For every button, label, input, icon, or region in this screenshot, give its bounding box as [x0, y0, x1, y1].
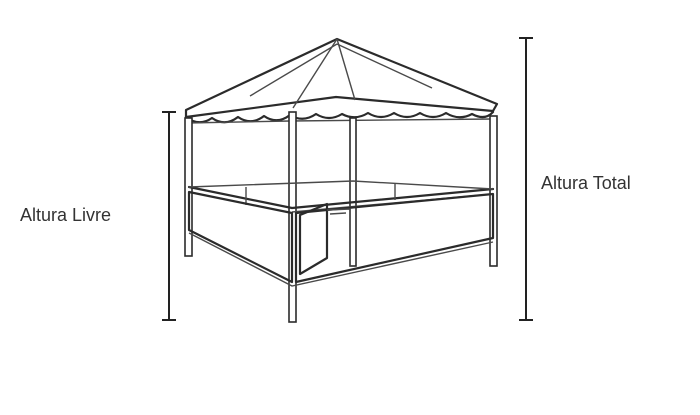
- tent-roof: [184, 37, 499, 119]
- counter-front-left: [187, 190, 294, 284]
- free-height-dimension: [162, 111, 176, 321]
- counter-front-right: [294, 192, 495, 284]
- counter-door: [298, 202, 329, 276]
- total-height-dimension: [519, 37, 533, 321]
- pole-right: [489, 115, 498, 267]
- free-height-label: Altura Livre: [20, 205, 111, 225]
- tent-illustration: [184, 37, 499, 323]
- tent-valance: [184, 110, 495, 124]
- pole-back: [349, 117, 357, 267]
- total-height-label: Altura Total: [541, 173, 631, 193]
